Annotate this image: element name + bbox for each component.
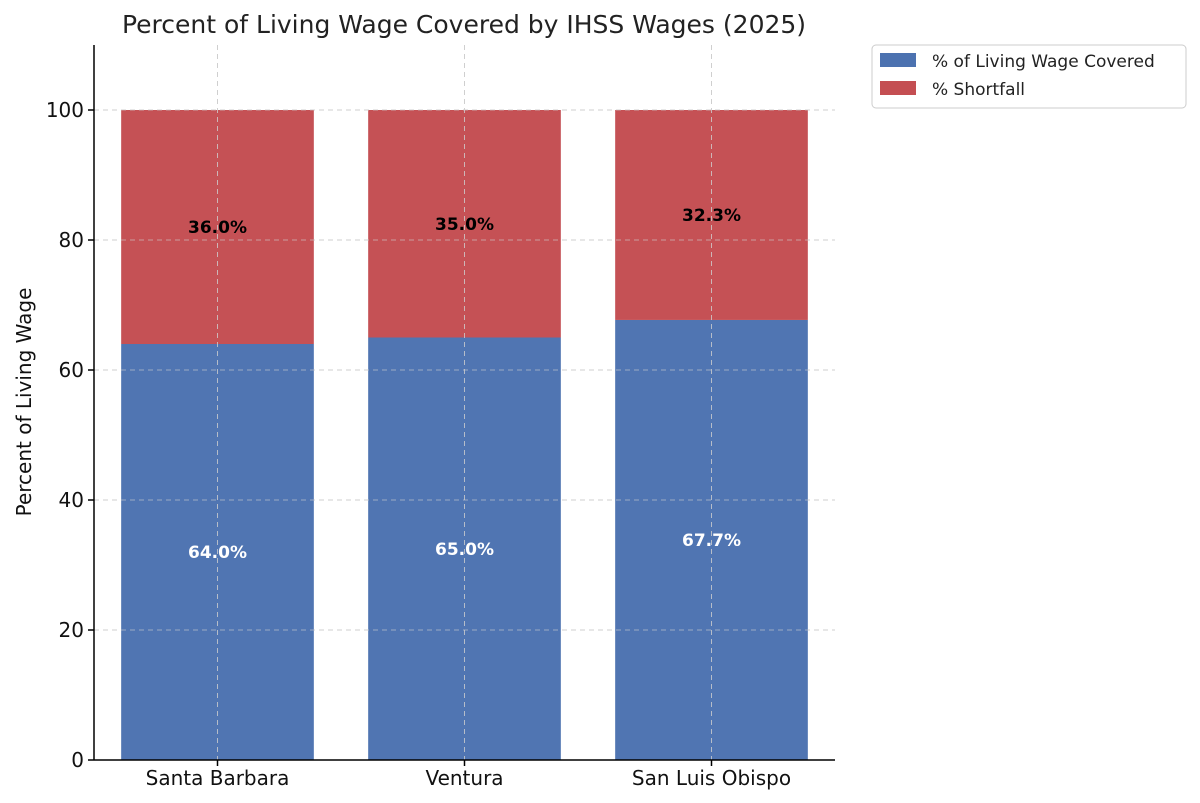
data-labels-group: 64.0%36.0%65.0%35.0%67.7%32.3% xyxy=(188,45,741,760)
x-tick-label: Santa Barbara xyxy=(146,766,290,790)
data-label: 32.3% xyxy=(682,206,741,226)
y-tick-label: 0 xyxy=(71,748,84,772)
legend: % of Living Wage Covered % Shortfall xyxy=(871,44,1187,109)
y-tick-label: 40 xyxy=(59,488,84,512)
legend-box xyxy=(871,44,1187,109)
y-tick-label: 60 xyxy=(59,358,84,382)
axes: 0 20 40 60 80 100 Santa Barbara Ventura San Luis… xyxy=(46,45,835,790)
legend-label: % Shortfall xyxy=(932,80,1025,100)
y-tick-label: 20 xyxy=(59,618,84,642)
chart-title: Percent of Living Wage Covered by IHSS W… xyxy=(122,10,806,39)
y-axis-label: Percent of Living Wage xyxy=(12,288,36,517)
legend-swatch xyxy=(880,81,916,95)
x-tick-label: San Luis Obispo xyxy=(632,766,791,790)
legend-label: % of Living Wage Covered xyxy=(932,52,1155,72)
y-tick-label: 80 xyxy=(59,228,84,252)
legend-swatch xyxy=(880,53,916,67)
y-tick-label: 100 xyxy=(46,98,84,122)
x-tick-label: Ventura xyxy=(425,766,503,790)
data-label: 35.0% xyxy=(435,215,494,235)
